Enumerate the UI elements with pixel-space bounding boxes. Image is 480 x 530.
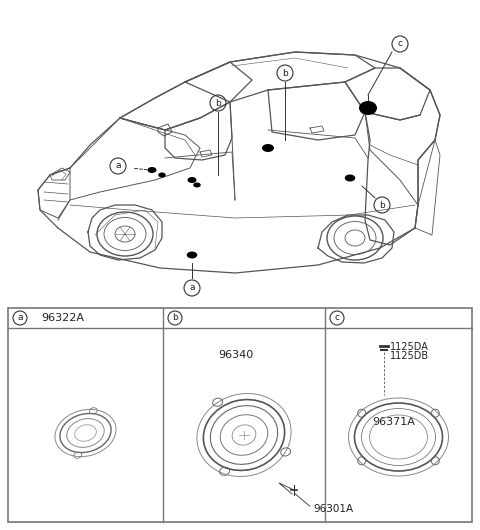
Ellipse shape xyxy=(193,182,201,188)
Text: 96371A: 96371A xyxy=(372,417,415,427)
Text: a: a xyxy=(17,314,23,322)
Text: c: c xyxy=(397,40,403,49)
Ellipse shape xyxy=(262,144,274,152)
Text: 96322A: 96322A xyxy=(41,313,84,323)
Text: b: b xyxy=(282,68,288,77)
Ellipse shape xyxy=(359,101,377,115)
Ellipse shape xyxy=(188,177,196,183)
Ellipse shape xyxy=(147,167,156,173)
Text: b: b xyxy=(215,99,221,108)
Text: 96301A: 96301A xyxy=(313,504,353,514)
Text: 1125DB: 1125DB xyxy=(389,351,429,361)
Ellipse shape xyxy=(158,172,166,178)
Text: a: a xyxy=(115,162,121,171)
Text: b: b xyxy=(172,314,178,322)
Text: 96340: 96340 xyxy=(218,350,253,360)
Bar xyxy=(8,308,472,522)
Text: a: a xyxy=(189,284,195,293)
Ellipse shape xyxy=(187,252,197,259)
Text: b: b xyxy=(379,200,385,209)
Ellipse shape xyxy=(345,174,355,181)
Text: 1125DA: 1125DA xyxy=(389,342,428,352)
Text: c: c xyxy=(335,314,339,322)
